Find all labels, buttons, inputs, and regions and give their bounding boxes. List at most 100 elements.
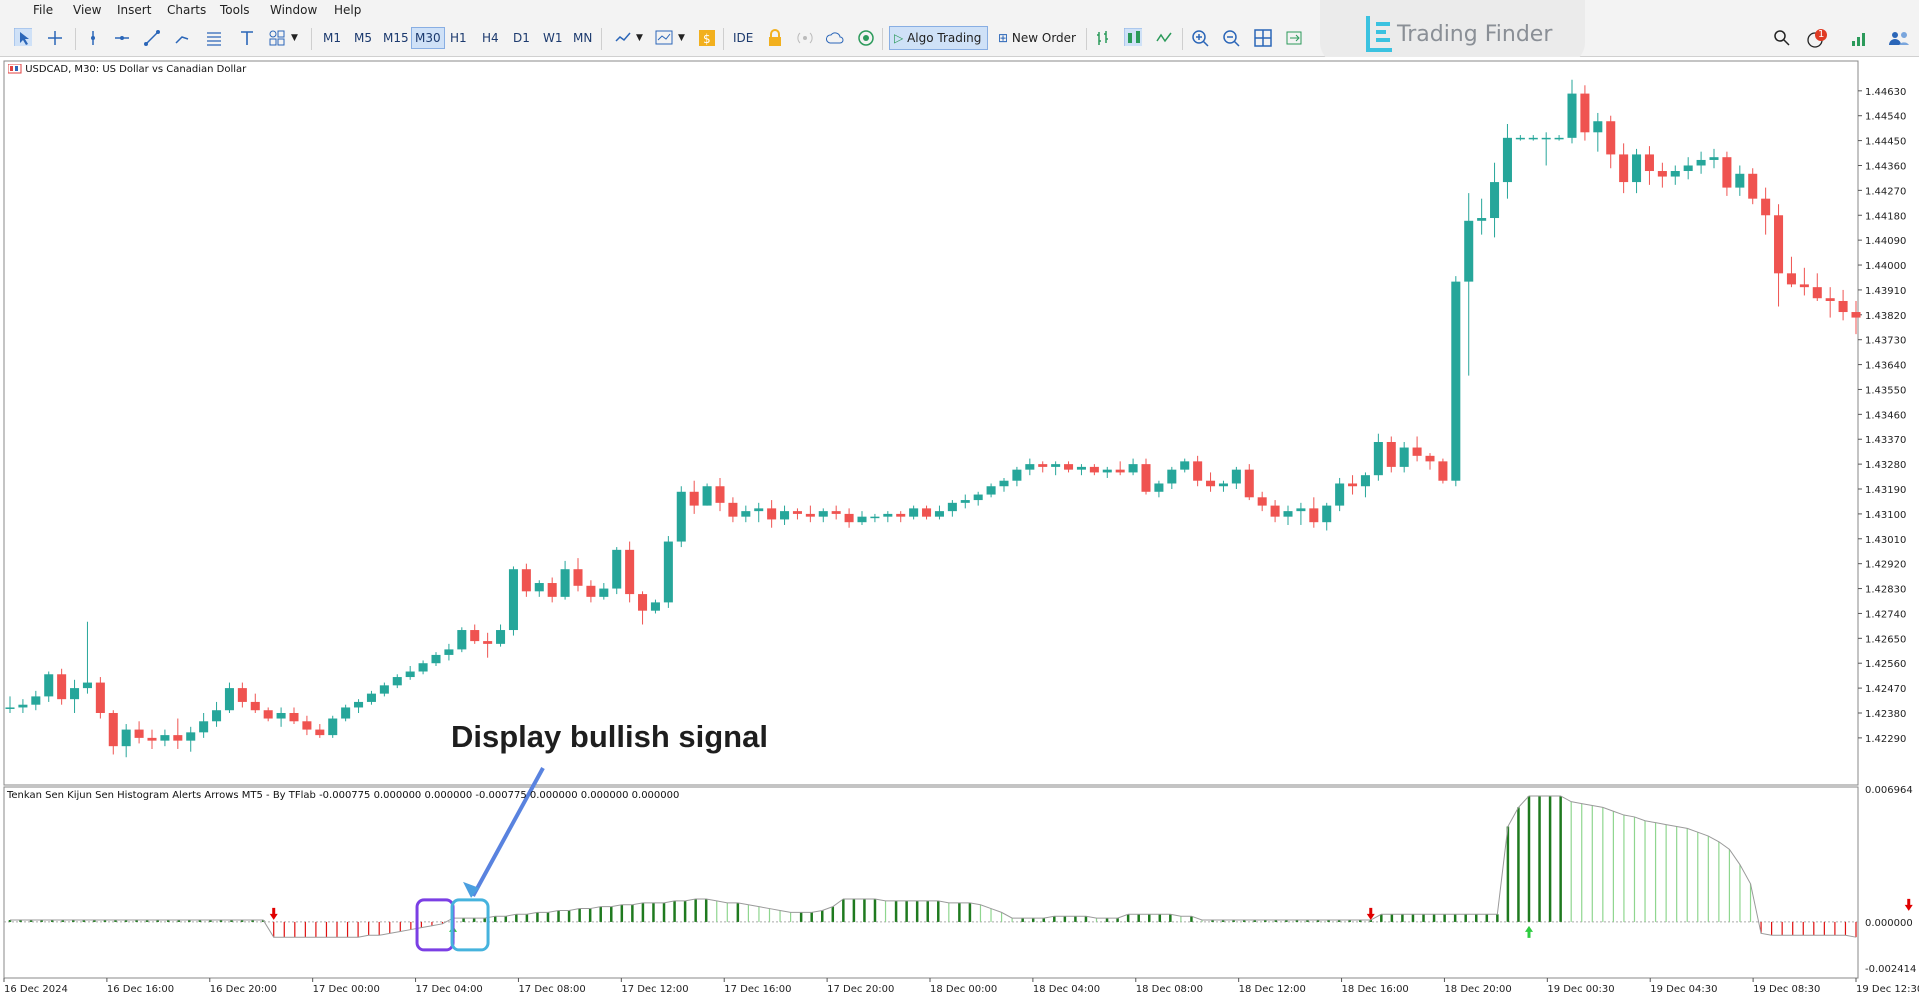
- signal-icon[interactable]: [796, 29, 814, 47]
- candle: [1348, 475, 1358, 495]
- timeframe-w1[interactable]: W1: [543, 31, 563, 45]
- candle-body: [1490, 182, 1500, 219]
- shapes-icon[interactable]: [268, 29, 286, 47]
- candle-body: [960, 500, 970, 503]
- candle-body: [250, 701, 260, 711]
- time-axis-label: 17 Dec 00:00: [313, 984, 380, 995]
- autoscroll-icon[interactable]: [1285, 29, 1303, 47]
- candle: [392, 674, 402, 689]
- zoom-out-icon[interactable]: [1222, 29, 1240, 47]
- bar-chart-icon[interactable]: [1094, 29, 1112, 47]
- candle: [1799, 267, 1809, 296]
- candle-body: [1348, 483, 1358, 487]
- candle-body: [870, 516, 880, 519]
- timeframe-h1[interactable]: H1: [450, 31, 467, 45]
- candle-body: [263, 710, 273, 719]
- timeframe-m15[interactable]: M15: [383, 31, 409, 45]
- candle-body: [792, 511, 802, 514]
- candle: [896, 511, 906, 523]
- cloud-icon[interactable]: [826, 29, 844, 47]
- menu-view[interactable]: View: [73, 3, 102, 17]
- timeframe-mn[interactable]: MN: [573, 31, 593, 45]
- candlestick-icon[interactable]: [1124, 28, 1142, 46]
- indicators-icon[interactable]: [655, 29, 673, 47]
- candle: [805, 505, 815, 523]
- fibonacci-icon[interactable]: [205, 29, 223, 47]
- line-chart-icon[interactable]: [1155, 29, 1173, 47]
- menu-tools[interactable]: Tools: [220, 3, 250, 17]
- channel-icon[interactable]: [173, 29, 191, 47]
- candle-body: [431, 654, 441, 664]
- vps-icon[interactable]: [857, 29, 875, 47]
- vertical-line-icon[interactable]: [84, 29, 102, 47]
- candle: [1076, 464, 1086, 476]
- candle: [1193, 455, 1203, 487]
- candle-body: [366, 693, 376, 702]
- algo-trading-button[interactable]: ▷ Algo Trading: [889, 26, 989, 50]
- time-axis-label: 18 Dec 04:00: [1033, 984, 1100, 995]
- search-icon[interactable]: [1773, 29, 1791, 47]
- ide-button[interactable]: IDE: [733, 31, 754, 45]
- chart-canvas[interactable]: 1.44630 1.44540 1.44450 1.44360 1.44270 1.441…: [0, 57, 1919, 996]
- crosshair-icon[interactable]: [46, 29, 64, 47]
- candle: [638, 591, 648, 625]
- timeframe-h4[interactable]: H4: [482, 31, 499, 45]
- candle: [1670, 165, 1680, 185]
- user-account-icon[interactable]: [1888, 29, 1910, 47]
- candle: [831, 505, 841, 520]
- price-axis-label: 1.44000: [1865, 261, 1906, 272]
- timeframe-m5[interactable]: M5: [354, 31, 372, 45]
- candle: [1851, 300, 1861, 335]
- text-tool-icon[interactable]: [238, 29, 256, 47]
- candle-body: [1270, 505, 1280, 517]
- candle-body: [199, 721, 209, 733]
- candle: [1115, 461, 1125, 476]
- timeframe-m30[interactable]: M30: [411, 27, 445, 49]
- chart-type-icon[interactable]: [614, 29, 632, 47]
- candle-body: [405, 671, 415, 678]
- time-axis-label: 19 Dec 08:30: [1753, 984, 1820, 995]
- time-axis-label: 16 Dec 16:00: [107, 984, 174, 995]
- annotation-pointer-head: [463, 881, 480, 898]
- candle-body: [354, 701, 364, 708]
- candle: [18, 699, 28, 713]
- candle-body: [1102, 469, 1112, 473]
- shapes-dropdown-icon[interactable]: ▼: [291, 33, 298, 43]
- candle-body: [1206, 480, 1216, 487]
- price-axis-label: 1.44360: [1865, 161, 1906, 172]
- candle-body: [224, 688, 234, 711]
- timeframe-m1[interactable]: M1: [323, 31, 341, 45]
- menu-help[interactable]: Help: [334, 3, 362, 17]
- menu-window[interactable]: Window: [270, 3, 318, 17]
- price-axis-label: 1.43100: [1865, 510, 1906, 521]
- signal-strength-icon[interactable]: [1850, 29, 1868, 49]
- candle-body: [212, 710, 222, 722]
- lock-icon[interactable]: [766, 29, 784, 47]
- chart-area[interactable]: 1.44630 1.44540 1.44450 1.44360 1.44270 1.441…: [0, 57, 1919, 996]
- candle: [599, 583, 609, 600]
- candle: [457, 627, 467, 653]
- candle-body: [1774, 215, 1784, 274]
- candle: [108, 710, 118, 755]
- candle: [1309, 497, 1319, 528]
- menu-charts[interactable]: Charts: [167, 3, 207, 17]
- dollar-icon[interactable]: $: [698, 29, 716, 47]
- timeframe-d1[interactable]: D1: [513, 31, 530, 45]
- candle-body: [973, 494, 983, 501]
- indicators-dropdown-icon[interactable]: ▼: [678, 33, 685, 43]
- trendline-icon[interactable]: [143, 29, 161, 47]
- grid-icon[interactable]: [1254, 29, 1272, 47]
- chart-type-dropdown-icon[interactable]: ▼: [636, 33, 643, 43]
- cursor-icon[interactable]: [14, 28, 32, 46]
- menu-file[interactable]: File: [33, 3, 54, 17]
- candle-body: [1335, 483, 1345, 506]
- price-axis-label: 1.42560: [1865, 659, 1906, 670]
- new-order-button[interactable]: ⊞ New Order: [998, 28, 1076, 48]
- zoom-in-icon[interactable]: [1191, 29, 1209, 47]
- messages-icon[interactable]: [1806, 29, 1828, 49]
- horizontal-line-icon[interactable]: [113, 29, 131, 47]
- price-axis-label: 1.43820: [1865, 311, 1906, 322]
- candle-body: [1038, 464, 1048, 467]
- candle: [1838, 289, 1848, 321]
- menu-insert[interactable]: Insert: [117, 3, 152, 17]
